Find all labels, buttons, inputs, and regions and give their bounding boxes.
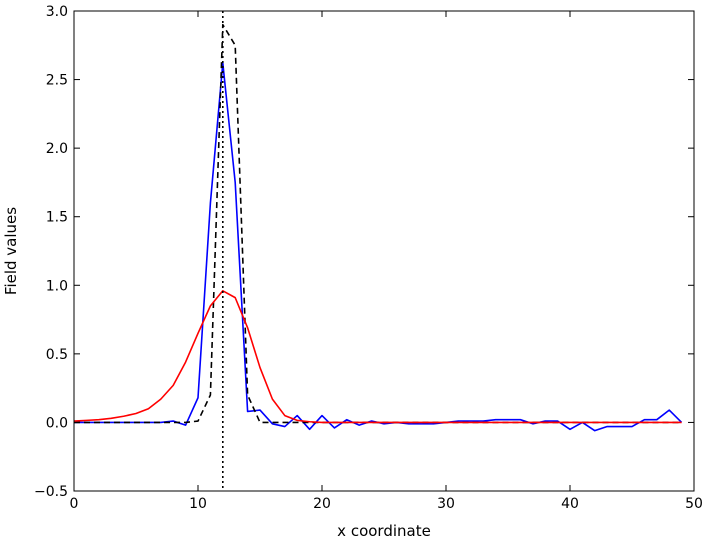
x-axis-ticks: 0 10 20 30 40 50 xyxy=(70,11,703,512)
x-tick-label: 40 xyxy=(561,496,579,512)
x-tick-label: 10 xyxy=(189,496,207,512)
y-axis-ticks: −0.5 0.0 0.5 1.0 1.5 2.0 2.5 3.0 xyxy=(34,4,694,500)
y-tick-label: 1.5 xyxy=(46,210,68,226)
y-tick-label: 0.0 xyxy=(46,415,68,431)
x-tick-label: 20 xyxy=(313,496,331,512)
x-tick-label: 30 xyxy=(437,496,455,512)
y-tick-label: 2.5 xyxy=(46,73,68,89)
series-line-3 xyxy=(73,289,682,424)
x-axis-label: x coordinate xyxy=(337,522,431,540)
y-tick-label: 0.5 xyxy=(46,347,68,363)
y-tick-label: 2.0 xyxy=(46,141,68,157)
y-axis-label: Field values xyxy=(2,207,20,295)
x-tick-label: 0 xyxy=(70,496,79,512)
plot-background xyxy=(74,11,694,491)
y-tick-label: −0.5 xyxy=(34,484,68,500)
y-tick-label: 1.0 xyxy=(46,278,68,294)
plot-frame xyxy=(73,10,695,492)
x-tick-label: 50 xyxy=(685,496,703,512)
series-layer xyxy=(73,23,683,432)
y-tick-label: 3.0 xyxy=(46,4,68,20)
